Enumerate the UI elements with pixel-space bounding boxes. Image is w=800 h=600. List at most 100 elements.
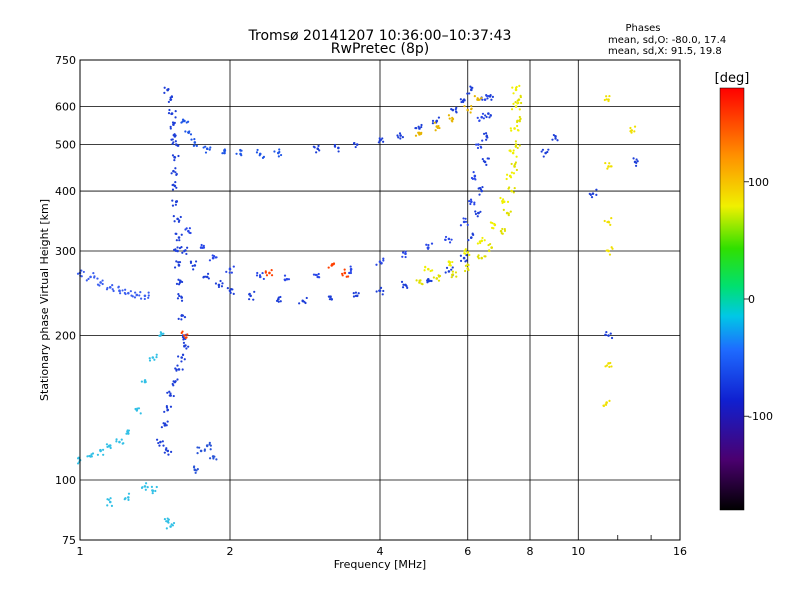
data-point [258,274,262,277]
data-point [261,271,264,275]
data-point [540,150,543,153]
data-point [172,394,175,398]
data-point [426,279,429,282]
data-point [172,169,175,173]
data-point [211,254,214,257]
data-point [354,145,357,149]
data-point [428,279,432,282]
data-point [337,150,340,153]
data-point [106,445,109,448]
data-point [348,271,351,275]
data-point [542,155,545,158]
data-point [165,520,168,523]
data-point [126,496,130,499]
data-point [476,215,479,218]
data-point [196,468,199,471]
data-point [170,95,174,99]
data-point [279,300,282,303]
data-point [230,271,233,274]
data-point [258,154,261,157]
data-point [516,99,519,102]
data-point [108,286,112,289]
data-point [93,276,96,279]
colorbar [720,88,744,510]
data-point [467,268,470,272]
data-point [180,318,183,321]
data-point [396,134,399,137]
data-point [228,267,232,270]
data-point [171,154,175,157]
data-point [507,187,510,190]
data-point [318,149,321,152]
data-point [608,162,611,165]
data-point [552,133,555,137]
data-point [487,112,490,115]
data-point [354,294,357,297]
chart-title: Tromsø 20141207 10:36:00–10:37:43 [248,28,512,44]
data-point [167,112,171,115]
data-point [398,132,402,135]
data-point [313,146,316,149]
data-point [194,471,197,474]
data-point [378,260,382,264]
data-point [467,238,470,242]
data-point [605,330,608,334]
data-point [183,315,187,319]
data-point [489,114,492,117]
data-point [196,446,199,449]
data-point [174,140,177,143]
data-point [509,176,513,179]
data-point [512,92,515,95]
data-point [501,199,504,203]
data-point [635,158,638,161]
data-point [605,249,608,252]
data-point [179,215,182,219]
data-point [178,260,182,264]
data-point [275,299,279,303]
data-point [514,143,518,146]
data-point [420,123,423,127]
data-point [88,454,91,458]
data-point [352,291,355,295]
data-point [184,336,187,339]
data-point [602,404,606,408]
data-point [434,129,437,132]
data-point [444,271,447,274]
data-point [189,260,193,263]
data-point [470,107,473,111]
data-point [354,291,358,294]
data-point [488,116,491,119]
data-point [505,211,509,215]
data-point [186,333,189,336]
data-point [489,242,492,246]
data-point [588,192,591,196]
data-point [451,270,454,273]
data-point [343,271,347,275]
data-point [154,489,157,493]
data-point [182,353,185,356]
data-point [477,254,480,257]
data-point [177,220,180,223]
data-point [331,263,334,266]
colorbar-tick-label: 0 [748,293,755,306]
data-point [189,231,192,235]
data-point [105,443,109,446]
data-point [327,295,330,298]
data-point [151,489,154,492]
data-point [177,154,180,158]
data-point [177,263,180,266]
data-point [427,247,430,250]
data-point [605,95,608,98]
data-point [480,97,483,100]
data-point [519,117,522,120]
data-point [445,266,449,269]
data-point [510,162,513,166]
data-point [188,130,191,133]
data-point [183,358,186,361]
data-point [140,380,143,383]
data-point [277,296,280,299]
data-point [427,243,430,247]
data-point [118,289,121,293]
data-point [518,120,521,123]
